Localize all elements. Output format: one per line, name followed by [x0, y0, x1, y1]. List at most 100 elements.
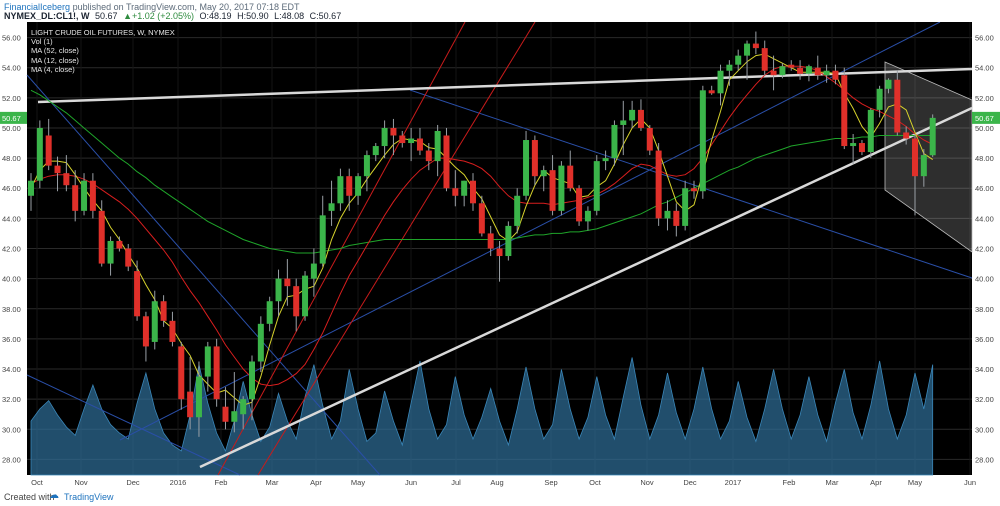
- candle-up: [558, 165, 565, 211]
- legend-item-ma4[interactable]: MA (4, close): [31, 64, 75, 74]
- candle-up: [257, 323, 264, 362]
- publisher-link[interactable]: FinancialIceberg: [4, 2, 71, 12]
- candle-down: [814, 67, 821, 76]
- candle-up: [920, 155, 927, 177]
- candle-up: [328, 203, 335, 211]
- y-tick-label-right: 44.00: [975, 214, 994, 223]
- candle-up: [505, 225, 512, 257]
- candle-down: [903, 132, 910, 139]
- x-tick-label: Oct: [589, 478, 602, 487]
- y-tick-label-left: 34.00: [2, 365, 21, 374]
- candle-up: [204, 346, 211, 377]
- candle-up: [717, 70, 724, 94]
- x-tick-label: Feb: [783, 478, 796, 487]
- y-tick-label-left: 46.00: [2, 184, 21, 193]
- candle-down: [178, 346, 185, 400]
- candle-up: [302, 275, 309, 317]
- open-value: O:48.19: [199, 11, 232, 21]
- candle-down: [346, 176, 353, 196]
- candle-up: [805, 66, 812, 74]
- y-tick-label-right: 40.00: [975, 275, 994, 284]
- y-tick-label-right: 30.00: [975, 425, 994, 434]
- chart-header: FinancialIceberg published on TradingVie…: [0, 0, 1000, 22]
- red-channel-lower: [257, 22, 536, 476]
- candle-up: [885, 79, 892, 89]
- y-tick-label-right: 52.00: [975, 94, 994, 103]
- candle-down: [655, 150, 662, 219]
- y-axis-labels: 28.00 28.00 30.00 30.00 32.00 32.00 34.00 34.00…: [2, 34, 994, 465]
- volume-area: [30, 357, 934, 476]
- y-tick-label-right: 36.00: [975, 335, 994, 344]
- channel-line-lower: [26, 374, 241, 476]
- y-tick-label-right: 32.00: [975, 395, 994, 404]
- candle-down: [63, 173, 70, 186]
- candlesticks: [28, 31, 936, 437]
- candle-down: [72, 185, 79, 211]
- candle-up: [319, 215, 326, 264]
- x-tick-label: Nov: [74, 478, 88, 487]
- candle-down: [452, 188, 459, 196]
- candle-up: [867, 109, 874, 153]
- y-tick-label-left: 44.00: [2, 214, 21, 223]
- support-line: [199, 106, 973, 469]
- candle-up: [275, 278, 282, 302]
- candle-up: [337, 176, 344, 204]
- candle-up: [744, 43, 751, 56]
- x-axis-background: [0, 475, 1000, 489]
- candle-up: [726, 64, 733, 71]
- candle-down: [187, 391, 194, 418]
- candle-up: [249, 361, 255, 400]
- last-price: 50.67: [95, 11, 118, 21]
- y-axis-left-background: [0, 22, 27, 475]
- y-tick-label-left: 42.00: [2, 245, 21, 254]
- legend-item-ma52[interactable]: MA (52, close): [31, 46, 79, 56]
- candle-down: [531, 140, 538, 177]
- candle-down: [567, 165, 574, 189]
- x-tick-label: Jun: [405, 478, 417, 487]
- candle-down: [708, 90, 715, 94]
- candle-up: [355, 176, 362, 196]
- candle-down: [416, 138, 423, 151]
- tradingview-link[interactable]: TradingView: [64, 492, 114, 502]
- symbol[interactable]: NYMEX_DL:CL1!, W: [4, 11, 90, 21]
- y-tick-label-left: 30.00: [2, 425, 21, 434]
- candle-down: [673, 210, 680, 226]
- candle-down: [832, 70, 839, 80]
- x-tick-label: Jun: [964, 478, 976, 487]
- gridlines: [27, 22, 972, 475]
- x-tick-label: Mar: [826, 478, 839, 487]
- candle-down: [761, 48, 768, 71]
- candle-down: [399, 135, 406, 144]
- y-tick-label-left: 50.00: [2, 124, 21, 133]
- up-trend-line: [119, 22, 941, 441]
- candle-down: [142, 316, 149, 347]
- candle-up: [266, 301, 273, 324]
- y-tick-label-right: 48.00: [975, 154, 994, 163]
- candle-down: [646, 127, 653, 151]
- candle-down: [98, 210, 105, 264]
- x-tick-label: Jul: [451, 478, 461, 487]
- candle-down: [841, 75, 848, 147]
- volume-series: [30, 357, 934, 476]
- candle-up: [611, 124, 618, 159]
- y-tick-label-left: 32.00: [2, 395, 21, 404]
- candle-down: [894, 79, 901, 133]
- y-tick-label-right: 38.00: [975, 305, 994, 314]
- legend-item-ma12[interactable]: MA (12, close): [31, 55, 79, 65]
- y-tick-label-left: 38.00: [2, 305, 21, 314]
- legend-item-volume[interactable]: Vol (1): [31, 37, 53, 47]
- price-badges: 50.67 50.67: [0, 111, 1000, 124]
- ma52-line: [30, 89, 933, 254]
- candle-down: [770, 70, 777, 76]
- x-tick-label: 2017: [725, 478, 742, 487]
- x-tick-label: Aug: [490, 478, 503, 487]
- candle-up: [735, 55, 742, 65]
- candle-up: [540, 170, 547, 177]
- x-tick-label: 2016: [170, 478, 187, 487]
- candle-down: [470, 180, 476, 204]
- low-value: L:48.08: [274, 11, 305, 21]
- price-chart[interactable]: 28.00 28.00 30.00 30.00 32.00 32.00 34.00 34.00…: [0, 22, 1000, 489]
- created-with-label: Created with: [4, 492, 55, 502]
- candle-up: [584, 210, 591, 222]
- candle-up: [629, 109, 636, 121]
